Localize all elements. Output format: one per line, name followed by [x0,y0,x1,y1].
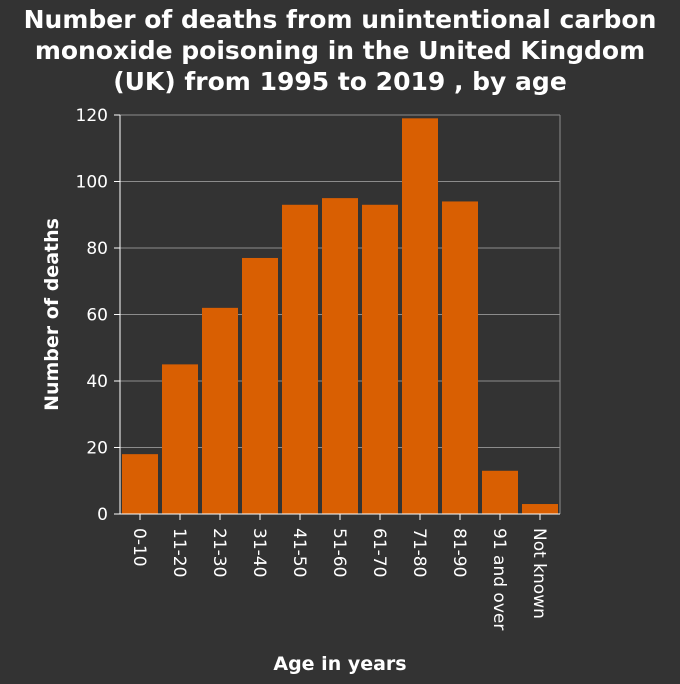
bar-81-90 [442,201,478,514]
y-tick-label: 0 [97,505,108,525]
bar-not-known [522,504,558,514]
y-tick-label: 100 [76,173,108,193]
bar-31-40 [242,258,278,514]
y-tick-label: 60 [86,306,108,326]
y-tick-label: 120 [76,106,108,126]
bar-71-80 [402,118,438,514]
bar-0-10 [122,454,158,514]
x-tick-labels: 0-10 11-20 21-30 31-40 41-50 51-60 61-70 71-80 8… [129,514,549,630]
bar-41-50 [282,205,318,514]
bars [122,118,558,514]
x-tick-label: 91 and over [489,528,509,630]
x-tick-label: 41-50 [289,528,309,577]
bar-91-and-over [482,471,518,514]
bar-11-20 [162,364,198,514]
x-tick-label: 51-60 [329,528,349,577]
x-tick-label: 0-10 [129,528,149,567]
bar-61-70 [362,205,398,514]
x-tick-label: 21-30 [209,528,229,577]
x-tick-label: Not known [529,528,549,619]
x-tick-label: 31-40 [249,528,269,577]
x-tick-label: 61-70 [369,528,389,577]
y-tick-label: 80 [86,239,108,259]
y-tick-label: 40 [86,372,108,392]
y-tick-labels: 0 20 40 60 80 100 120 [76,106,120,525]
x-tick-label: 11-20 [169,528,189,577]
y-tick-label: 20 [86,439,108,459]
bar-51-60 [322,198,358,514]
x-tick-label: 81-90 [449,528,469,577]
bar-21-30 [202,308,238,514]
y-axis-label: Number of deaths [41,218,63,411]
x-tick-label: 71-80 [409,528,429,577]
x-axis-label: Age in years [273,653,406,675]
